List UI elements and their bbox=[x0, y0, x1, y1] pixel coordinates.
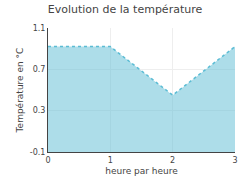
svg-text:Température en °C: Température en °C bbox=[15, 48, 25, 134]
svg-text:2: 2 bbox=[170, 156, 175, 165]
svg-text:Evolution de la température: Evolution de la température bbox=[48, 3, 203, 16]
svg-text:1.1: 1.1 bbox=[33, 24, 46, 33]
svg-text:-0.1: -0.1 bbox=[30, 148, 46, 157]
svg-text:0: 0 bbox=[45, 156, 50, 165]
svg-text:3: 3 bbox=[232, 156, 237, 165]
svg-text:1: 1 bbox=[108, 156, 113, 165]
svg-text:0.7: 0.7 bbox=[33, 65, 46, 74]
svg-text:0.3: 0.3 bbox=[33, 106, 46, 115]
svg-text:heure par heure: heure par heure bbox=[105, 166, 178, 176]
